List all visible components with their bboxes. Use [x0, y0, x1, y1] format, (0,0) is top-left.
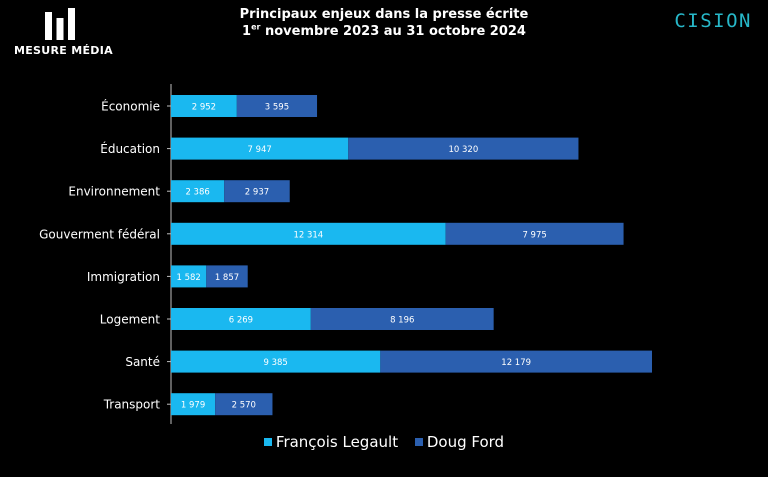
legend-swatch-ford [414, 437, 423, 446]
bar-segment [171, 137, 349, 160]
bar-segment [348, 137, 579, 160]
bar-segment [380, 350, 652, 373]
data-label: 2 952 [192, 103, 216, 113]
bar-segment [224, 180, 290, 203]
chart-title-line1: Principaux enjeux dans la presse écrite [239, 7, 529, 22]
bar-segment [206, 265, 248, 288]
title-date-day: 1 [242, 24, 252, 39]
chart-title: Principaux enjeux dans la presse écrite … [184, 6, 584, 40]
data-label: 2 937 [245, 188, 269, 198]
data-label: 7 975 [522, 230, 546, 240]
legend-item-ford: Doug Ford [414, 433, 505, 451]
data-label: 2 386 [185, 188, 209, 198]
bar-segment [215, 393, 273, 416]
mesure-media-logo: MESURE MÉDIA [14, 8, 113, 57]
category-label: Logement [100, 313, 160, 327]
bar-segment [171, 265, 207, 288]
bar-segment [171, 180, 225, 203]
bar-segment [236, 95, 318, 117]
bar-segment [171, 95, 237, 117]
category-label: Environnement [68, 185, 160, 199]
mesure-media-wordmark: MESURE MÉDIA [14, 44, 113, 57]
category-label: Immigration [87, 270, 160, 284]
category-label: Éducation [100, 141, 160, 156]
title-date-range: novembre 2023 au 31 octobre 2024 [260, 24, 526, 39]
category-label: Santé [125, 355, 160, 369]
title-date-suffix: er [251, 22, 261, 32]
data-label: 12 179 [501, 358, 531, 368]
bar-segment [310, 308, 494, 330]
legend-item-legault: François Legault [263, 433, 399, 451]
data-label: 10 320 [448, 145, 478, 155]
data-label: 9 385 [263, 358, 287, 368]
bar-segment [171, 393, 216, 416]
data-label: 2 570 [232, 401, 256, 411]
data-label: 1 582 [176, 273, 200, 283]
bar-segment [171, 222, 446, 245]
category-label: Transport [103, 398, 161, 412]
bar-segment [171, 308, 311, 330]
category-label: Économie [101, 99, 160, 114]
legend-label-ford: Doug Ford [426, 433, 505, 451]
data-label: 3 595 [265, 103, 289, 113]
legend-label-legault: François Legault [275, 433, 399, 451]
category-label: Gouverment fédéral [39, 227, 160, 241]
cision-logo: CISION [674, 10, 752, 32]
bar-segment [445, 222, 624, 245]
chart-title-line2: 1er novembre 2023 au 31 octobre 2024 [184, 23, 584, 40]
chart-legend: François Legault Doug Ford [0, 433, 768, 451]
data-label: 8 196 [390, 316, 414, 326]
data-label: 1 979 [181, 401, 205, 411]
data-label: 7 947 [247, 145, 271, 155]
bar-segment [171, 350, 381, 373]
data-label: 1 857 [215, 273, 239, 283]
mesure-media-icon [45, 8, 75, 40]
legend-swatch-legault [263, 437, 272, 446]
data-label: 6 269 [229, 316, 253, 326]
data-label: 12 314 [293, 230, 323, 240]
